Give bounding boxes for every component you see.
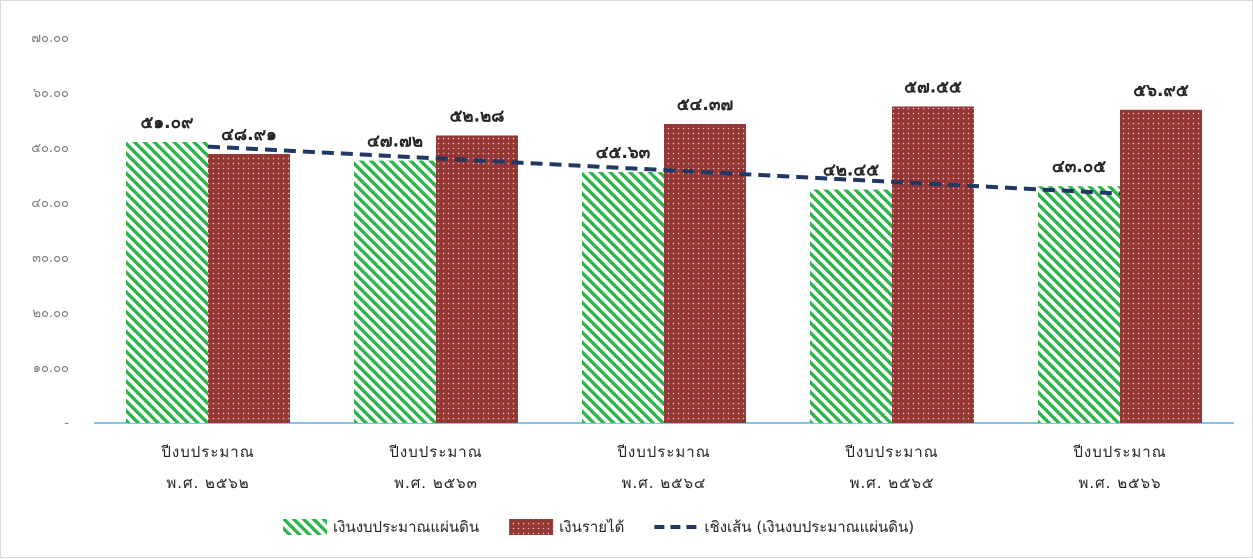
x-tick-label: ปีงบประมาณ: [1072, 443, 1166, 461]
data-label: ๕๗.๕๕: [904, 77, 962, 97]
x-tick-label: ปีงบประมาณ: [388, 443, 482, 461]
bar: [354, 160, 436, 424]
x-tick-label: พ.ศ. ๒๕๖๔: [622, 474, 707, 492]
data-label: ๔๘.๙๑: [221, 125, 277, 145]
legend-swatch: [283, 519, 327, 535]
y-tick-label: ๒๐.๐๐: [32, 306, 69, 321]
bar: [582, 172, 664, 423]
data-label: ๔๓.๐๕: [1052, 157, 1106, 177]
data-label: ๕๑.๐๙: [141, 113, 194, 133]
bar: [208, 153, 290, 423]
y-tick-label: ๕๐.๐๐: [31, 141, 69, 156]
bar: [436, 135, 518, 423]
legend-label: เชิงเส้น (เงินงบประมาณแผ่นดิน): [704, 518, 914, 536]
bar: [810, 189, 892, 423]
x-tick-label: พ.ศ. ๒๕๖๖: [1079, 474, 1162, 492]
trendline: [207, 144, 1121, 196]
y-tick-label: ๖๐.๐๐: [33, 86, 69, 101]
x-tick-label: ปีงบประมาณ: [844, 443, 938, 461]
y-tick-label: ๗๐.๐๐: [31, 31, 69, 46]
legend-label: เงินรายได้: [559, 518, 624, 536]
legend-swatch: [509, 519, 554, 535]
data-label: ๔๕.๖๓: [596, 143, 651, 163]
bar: [1038, 186, 1120, 423]
bar: [1120, 109, 1202, 424]
x-tick-label: ปีงบประมาณ: [616, 443, 710, 461]
legend-label: เงินงบประมาณแผ่นดิน: [333, 518, 479, 536]
x-tick-label: พ.ศ. ๒๕๖๕: [850, 474, 935, 492]
bar: [664, 123, 746, 423]
data-label: ๕๔.๓๗: [677, 95, 734, 115]
y-tick-label: -: [64, 416, 69, 431]
data-label: ๔๗.๗๒: [367, 132, 423, 152]
y-tick-label: ๑๐.๐๐: [33, 361, 69, 376]
x-tick-label: พ.ศ. ๒๕๖๒: [166, 474, 249, 492]
x-tick-label: พ.ศ. ๒๕๖๓: [394, 474, 478, 492]
y-tick-label: ๔๐.๐๐: [31, 196, 69, 211]
x-tick-label: ปีงบประมาณ: [160, 443, 254, 461]
data-label: ๔๒.๔๕: [823, 161, 879, 181]
y-tick-label: ๓๐.๐๐: [32, 251, 69, 266]
data-label: ๕๖.๙๕: [1133, 81, 1189, 101]
bar: [126, 142, 208, 423]
data-label: ๕๒.๒๘: [450, 106, 505, 126]
bar: [892, 106, 974, 423]
